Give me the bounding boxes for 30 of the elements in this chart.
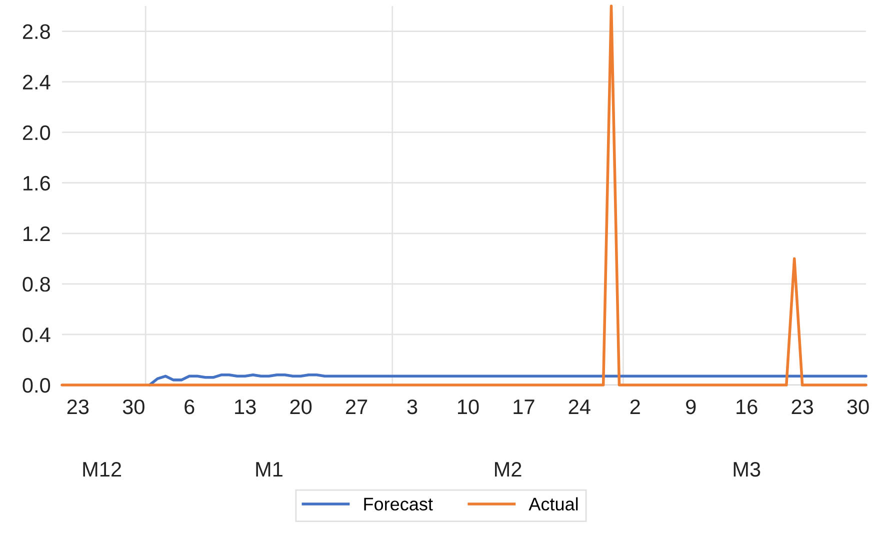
x-tick-label: 9 [686, 399, 696, 414]
x-tick-label: 30 [847, 399, 869, 414]
x-tick-label: 16 [736, 399, 758, 414]
y-tick-label: 0.4 [22, 327, 50, 342]
text: M2 [495, 462, 522, 476]
text: M12 [83, 462, 122, 476]
y-tick-label: 1.2 [24, 226, 50, 241]
line-series [148, 374, 868, 386]
y-tick-label: 0.0 [22, 378, 50, 393]
x-tick-label: 30 [122, 399, 144, 414]
text: M1 [256, 462, 282, 476]
x-tick-label: 2 [630, 399, 640, 414]
x-tick-label: 24 [568, 399, 590, 414]
y-tick-label: 2.8 [22, 24, 50, 40]
x-tick-label: 23 [67, 399, 89, 414]
x-tick-label: 6 [184, 399, 194, 414]
y-tick-label: 0.8 [22, 276, 50, 292]
y-tick-label: 2.0 [22, 125, 50, 140]
text: M3 [734, 462, 760, 477]
y-tick-label: 2.4 [22, 74, 50, 90]
x-tick-label: 23 [792, 399, 813, 414]
x-tick-label: 17 [514, 400, 534, 414]
legend-label: Forecast [364, 498, 433, 511]
legend-label: Actual [528, 497, 578, 511]
x-tick-label: 27 [346, 399, 368, 414]
x-tick-label: 10 [458, 399, 479, 414]
x-tick-label: 13 [235, 399, 256, 414]
x-tick-label: 20 [290, 399, 312, 414]
x-tick-label: 3 [407, 399, 418, 414]
y-tick-label: 1.6 [24, 176, 50, 191]
